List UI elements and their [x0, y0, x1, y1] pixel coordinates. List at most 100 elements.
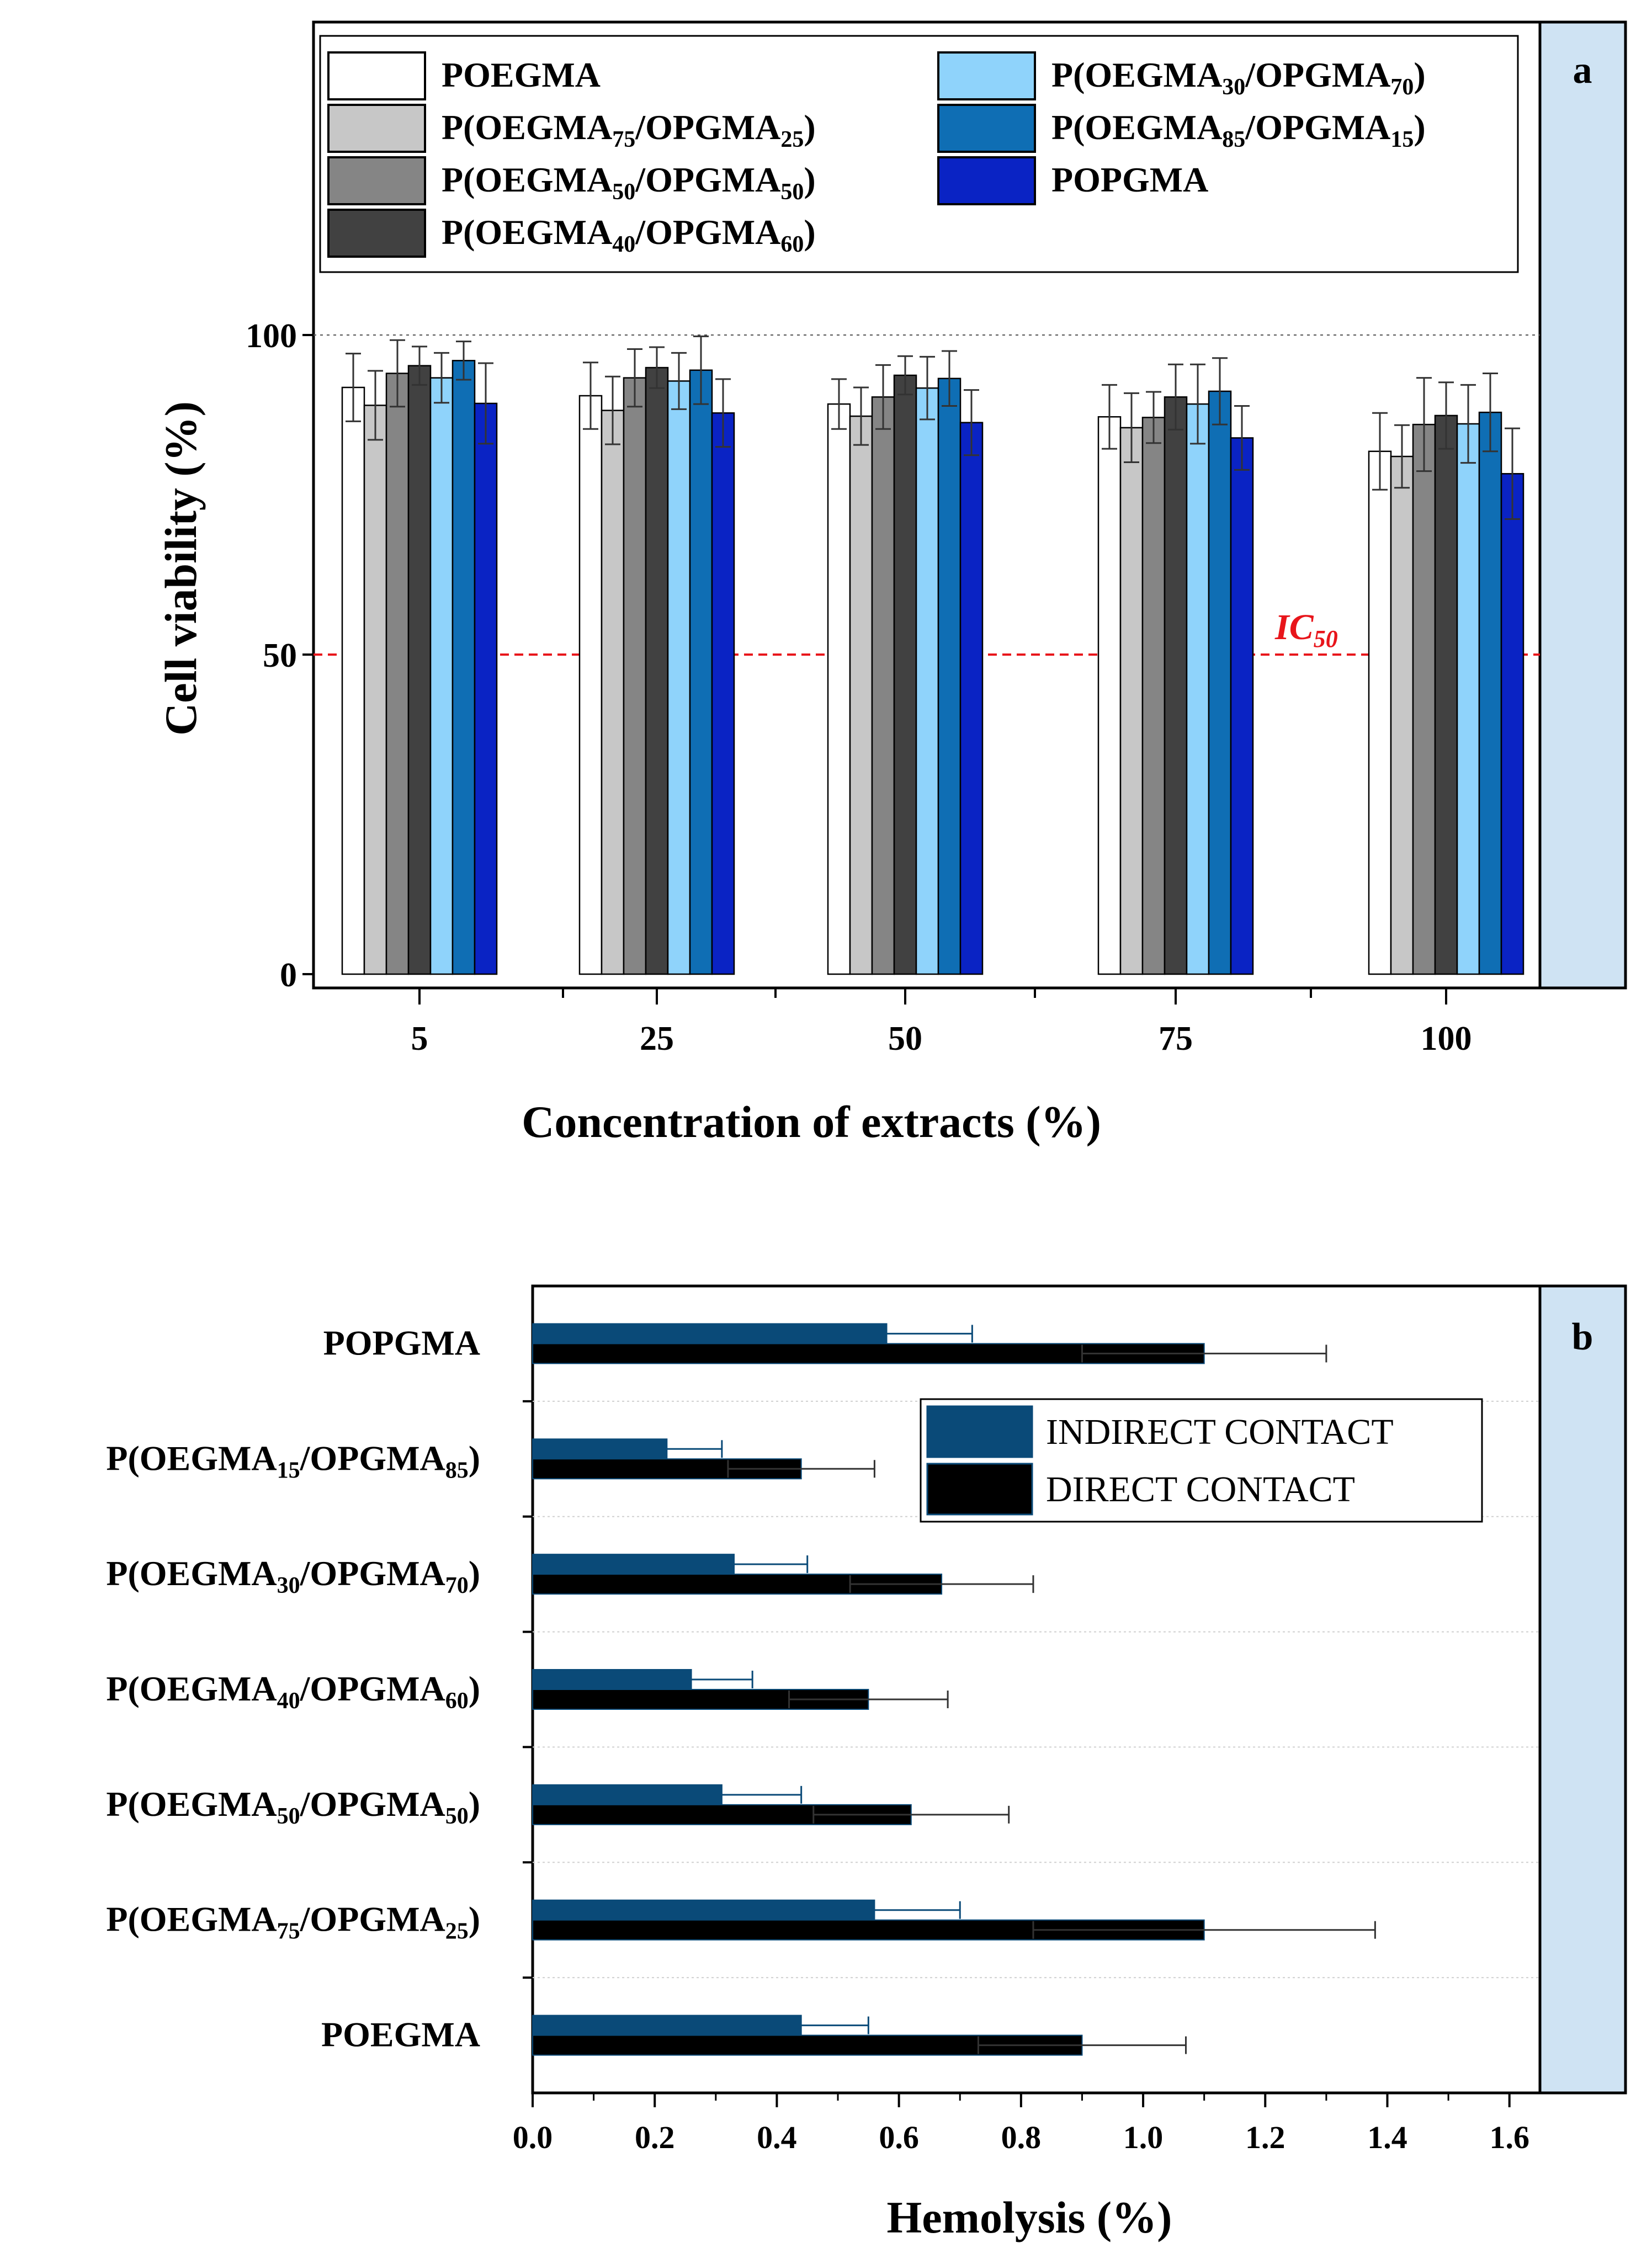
bar-group: [532, 1554, 1034, 1595]
legend-swatch: [937, 51, 1036, 100]
bar: [363, 405, 387, 975]
y-axis: 0 50 100: [246, 317, 314, 994]
bar-group-75: [1097, 357, 1254, 975]
y-tick-label: P(OEGMA30/OPGMA70): [106, 1554, 480, 1598]
bar-group-5: [341, 339, 498, 975]
bar-group: [532, 1323, 1327, 1364]
legend-label: P(OEGMA85/OPGMA15): [1051, 108, 1426, 152]
legend: INDIRECT CONTACT DIRECT CONTACT: [920, 1398, 1483, 1523]
panel-b-chart: b POPGMA P(OEGMA15/OPGMA85) P(OEGMA30/OPGM…: [106, 1284, 1627, 2242]
legend-label: DIRECT CONTACT: [1046, 1469, 1355, 1510]
x-tick-label: 100: [1421, 1020, 1472, 1057]
bar: [474, 402, 498, 975]
y-tick-label: POEGMA: [321, 2015, 480, 2054]
panel-a-plot-frame: [312, 20, 1542, 990]
bar: [1500, 473, 1524, 975]
y-axis: POPGMA P(OEGMA15/OPGMA85) P(OEGMA30/OPGMA7…: [106, 1323, 533, 2054]
bar-groups: [532, 1323, 1376, 2056]
bar: [429, 377, 454, 975]
panel-a-label-box: [1538, 20, 1627, 990]
x-tick-label: 0.2: [635, 2119, 675, 2155]
x-tick-label: 1.4: [1367, 2119, 1407, 2155]
x-tick-label: 0.0: [513, 2119, 553, 2155]
y-tick-label: 50: [263, 637, 297, 674]
legend-label: P(OEGMA75/OPGMA25): [442, 108, 816, 152]
x-axis-title: Hemolysis (%): [887, 2192, 1172, 2242]
x-axis: 0.0 0.2 0.4 0.6 0.8 1.0 1.2 1.4 1.6: [513, 2093, 1529, 2155]
bar: [827, 403, 851, 975]
bar: [667, 380, 691, 975]
bar-group: [532, 1669, 949, 1710]
bar-group: [532, 1438, 875, 1480]
bar: [1164, 396, 1188, 975]
bar: [959, 422, 984, 975]
x-tick-label: 0.8: [1001, 2119, 1042, 2155]
legend-swatch: [937, 156, 1036, 205]
legend-label: POEGMA: [442, 55, 601, 94]
bar-group: [532, 1784, 1010, 1825]
x-axis-title: Concentration of extracts (%): [522, 1097, 1101, 1147]
legend-item: P(OEGMA50/OPGMA50): [327, 156, 816, 205]
panel-b-label-box: [1538, 1284, 1627, 2095]
bar: [871, 396, 895, 975]
legend-item: P(OEGMA30/OPGMA70): [937, 51, 1426, 100]
bar-group-25: [578, 335, 735, 975]
ic50-label: IC50: [1274, 607, 1338, 652]
legend-swatch: [926, 1405, 1033, 1458]
legend-label: P(OEGMA30/OPGMA70): [1051, 55, 1426, 100]
y-tick-label: P(OEGMA40/OPGMA60): [106, 1669, 480, 1714]
bar-group: [532, 2015, 1187, 2056]
x-tick-label: 50: [888, 1020, 922, 1057]
bar-group-50: [827, 350, 984, 975]
x-tick-label: 5: [411, 1020, 428, 1057]
legend-swatch: [327, 51, 426, 100]
bar: [645, 366, 669, 975]
legend: POEGMA P(OEGMA75/OPGMA25) P(OEGMA50/OPGMA5…: [319, 35, 1519, 273]
x-tick-label: 1.0: [1123, 2119, 1164, 2155]
y-tick-label: P(OEGMA75/OPGMA25): [106, 1900, 480, 1944]
bar: [689, 369, 713, 975]
legend-swatch: [327, 156, 426, 205]
bar: [451, 360, 476, 975]
legend-swatch: [327, 209, 426, 258]
legend-item: DIRECT CONTACT: [926, 1463, 1355, 1516]
legend-label: P(OEGMA50/OPGMA50): [442, 160, 816, 205]
bar-group-100: [1368, 372, 1524, 975]
bar: [623, 377, 647, 975]
x-tick-label: 1.2: [1245, 2119, 1286, 2155]
bar: [1141, 417, 1166, 975]
x-tick-label: 25: [640, 1020, 674, 1057]
bar: [1119, 427, 1144, 975]
bar: [407, 365, 432, 975]
bar: [937, 378, 962, 975]
legend-swatch: [937, 104, 1036, 153]
bar: [711, 412, 735, 975]
bar: [1478, 411, 1502, 975]
legend-label: INDIRECT CONTACT: [1046, 1412, 1394, 1452]
bar: [1456, 423, 1480, 975]
legend-swatch: [327, 104, 426, 153]
bar: [578, 395, 603, 975]
y-axis-title: Cell viability (%): [156, 401, 206, 736]
legend-label: P(OEGMA40/OPGMA60): [442, 212, 816, 257]
x-tick-label: 0.4: [757, 2119, 797, 2155]
bar: [849, 415, 873, 975]
bar: [1208, 390, 1232, 975]
bar: [893, 374, 917, 975]
legend-item: POEGMA: [327, 51, 601, 100]
legend-swatch: [926, 1463, 1033, 1516]
y-tick-label: 0: [280, 956, 297, 994]
bar: [915, 387, 939, 975]
x-axis: 5 25 50 75 100: [411, 988, 1472, 1057]
bar: [1390, 455, 1414, 975]
bar: [385, 373, 410, 975]
bar: [1368, 450, 1392, 975]
y-tick-label: P(OEGMA15/OPGMA85): [106, 1438, 480, 1483]
bar-group: [532, 1899, 1376, 1941]
y-tick-label: POPGMA: [323, 1323, 480, 1362]
bar: [1230, 437, 1254, 975]
bar: [1186, 403, 1210, 975]
bar: [1434, 414, 1458, 975]
x-tick-label: 0.6: [879, 2119, 919, 2155]
